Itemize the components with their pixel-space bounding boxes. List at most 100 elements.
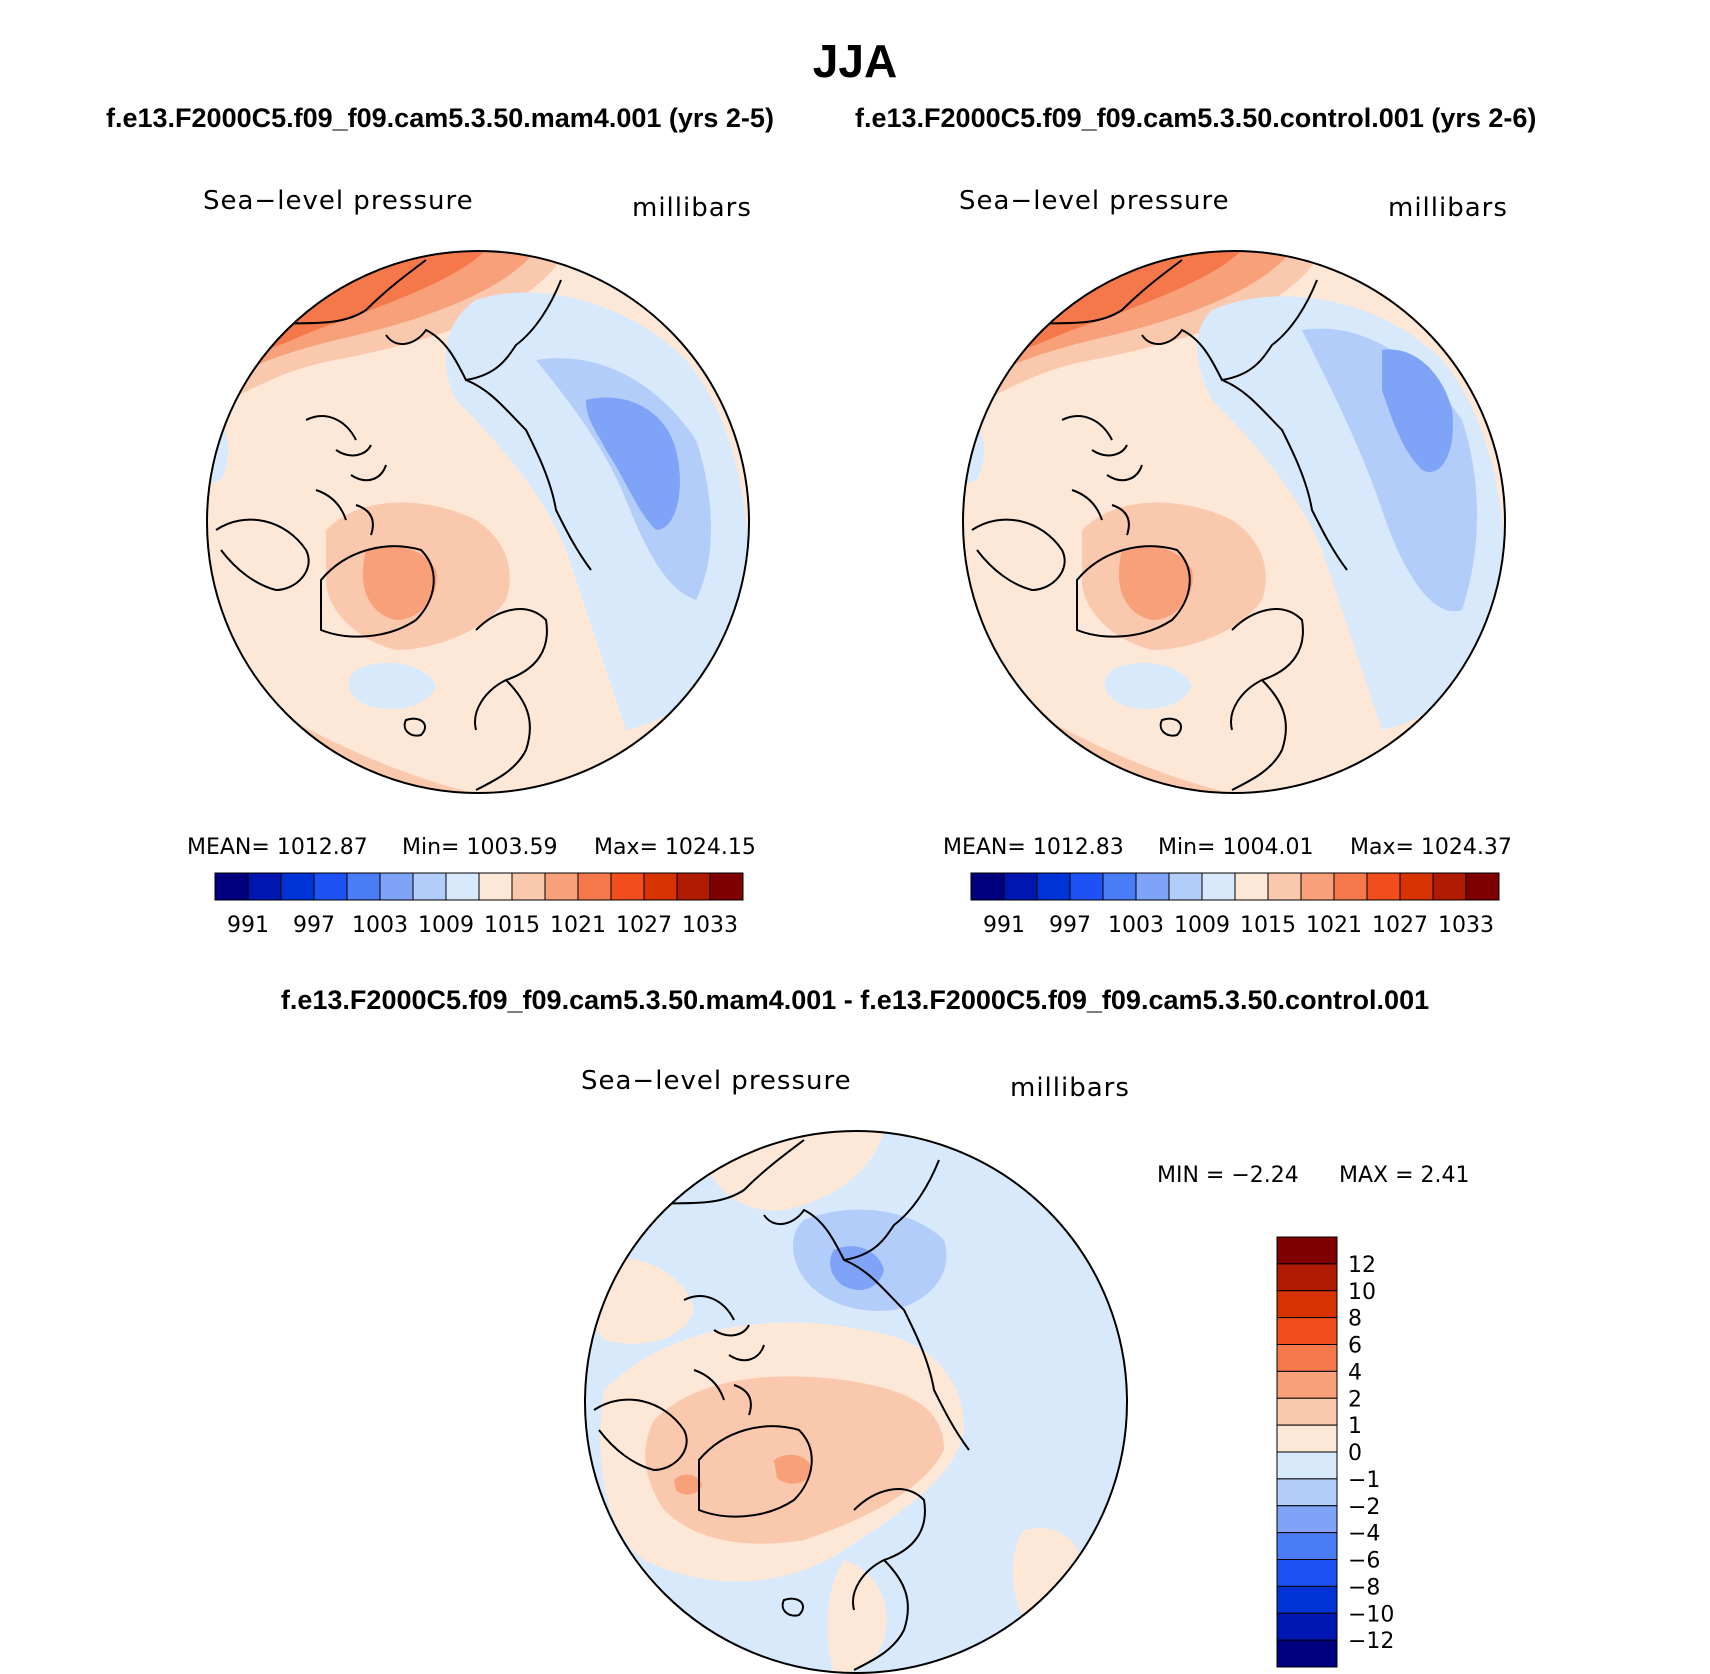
panel1-greenland-core [362,546,437,620]
panel2-colorbar-swatch-1 [1003,872,1038,901]
panel1-variable-label: Sea−level pressure [203,186,474,216]
diff-colorbar-swatch-5 [1276,1370,1338,1399]
panel1-colorbar-swatch-8 [478,872,513,901]
panel1-colorbar-swatch-7 [445,872,480,901]
panel2-colorbar-swatch-14 [1432,872,1467,901]
panel1-colorbar-tick-label: 1033 [682,913,738,938]
panel2-units-label: millibars [1388,193,1508,223]
panel1-colorbar-swatch-10 [544,872,579,901]
diff-colorbar-tick-label: −2 [1348,1495,1380,1520]
panel2-colorbar-tick-label: 1003 [1108,913,1164,938]
diff-colorbar-swatch-12 [1276,1559,1338,1587]
panel1-coastlines [215,259,592,791]
panel1-mean: MEAN= 1012.87 [187,835,368,860]
panel2-colorbar-swatch-2 [1036,872,1071,901]
diff-core-a [674,1474,702,1495]
diff-variable-label: Sea−level pressure [581,1066,852,1096]
panel2-coastlines [971,259,1348,791]
panel1-colorbar-swatch-0 [214,872,249,901]
panel2-colorbar-swatch-12 [1366,872,1401,901]
panel2-colorbar-swatch-11 [1333,872,1368,901]
panel1-colorbar-swatch-4 [346,872,381,901]
panel1-colorbar-swatch-2 [280,872,315,901]
diff-polar-map [584,1130,1128,1674]
panel1-min: Min= 1003.59 [402,835,558,860]
case-title-left: f.e13.F2000C5.f09_f09.cam5.3.50.mam4.001… [106,103,774,133]
diff-colorbar-tick-label: −8 [1348,1575,1380,1600]
panel2-colorbar-swatch-7 [1201,872,1236,901]
panel1-units-label: millibars [632,193,752,223]
panel2-colorbar-swatch-15 [1465,872,1500,901]
diff-colorbar-swatch-11 [1276,1532,1338,1560]
panel2-colorbar-swatch-10 [1300,872,1335,901]
panel2-colorbar-swatch-3 [1069,872,1104,901]
panel2-colorbar-tick-label: 1021 [1306,913,1362,938]
panel2-mean: MEAN= 1012.83 [943,835,1124,860]
diff-colorbar-tick-label: −6 [1348,1549,1380,1574]
panel1-colorbar-swatch-5 [379,872,414,901]
main-title: JJA [812,35,898,87]
panel1-colorbar-tick-label: 1009 [418,913,474,938]
panel2-iceland-low [1104,662,1192,709]
panel1-polar-map [206,250,750,794]
diff-colorbar-swatch-6 [1276,1397,1338,1426]
diff-title: f.e13.F2000C5.f09_f09.cam5.3.50.mam4.001… [280,985,1430,1015]
panel2-colorbar: 991 997 1003 1009 1015 1021 1027 1033 [970,872,1500,938]
panel2-greenland-core [1118,546,1193,620]
panel2-colorbar-swatch-4 [1102,872,1137,901]
diff-colorbar-tick-label: 0 [1348,1441,1362,1466]
diff-colorbar-swatch-7 [1276,1424,1338,1453]
panel2-max: Max= 1024.37 [1350,835,1512,860]
diff-colorbar-tick-label: 6 [1348,1334,1362,1359]
panel1-iceland-low [348,662,436,709]
diff-coastlines [593,1139,970,1671]
diff-colorbar-tick-label: 2 [1348,1387,1362,1412]
panel1-colorbar-swatch-1 [247,872,282,901]
panel2-colorbar-swatch-9 [1267,872,1302,901]
panel2-low-core [1382,349,1453,472]
diff-colorbar-swatch-3 [1276,1317,1338,1345]
panel2-colorbar-swatch-0 [970,872,1005,901]
case-title-right: f.e13.F2000C5.f09_f09.cam5.3.50.control.… [855,103,1537,133]
panel1-colorbar-tick-label: 991 [227,913,269,938]
diff-colorbar-swatch-8 [1276,1451,1338,1480]
panel1-colorbar-swatch-6 [412,872,447,901]
panel2-colorbar-tick-label: 1027 [1372,913,1428,938]
diff-colorbar-tick-label: 10 [1348,1280,1376,1305]
diff-colorbar-swatch-15 [1276,1639,1338,1668]
diff-colorbar-tick-label: −4 [1348,1522,1380,1547]
panel1-low-region [445,292,749,730]
diff-units-label: millibars [1010,1073,1130,1103]
diff-colorbar-swatch-1 [1276,1263,1338,1292]
panel2-variable-label: Sea−level pressure [959,186,1230,216]
panel1-colorbar-tick-label: 1021 [550,913,606,938]
panel1-colorbar-tick-label: 1003 [352,913,408,938]
panel1-colorbar-tick-label: 1015 [484,913,540,938]
panel1-colorbar: 991 997 1003 1009 1015 1021 1027 1033 [214,872,744,938]
panel1-colorbar-swatch-9 [511,872,546,901]
panel2-colorbar-tick-label: 1009 [1174,913,1230,938]
panel1-colorbar-swatch-3 [313,872,348,901]
panel1-colorbar-swatch-11 [577,872,612,901]
panel2-colorbar-swatch-8 [1234,872,1269,901]
diff-colorbar-swatch-4 [1276,1344,1338,1372]
panel2-colorbar-swatch-13 [1399,872,1434,901]
diff-max: MAX = 2.41 [1339,1163,1470,1188]
diff-colorbar-tick-label: −1 [1348,1468,1380,1493]
panel2-colorbar-tick-label: 991 [983,913,1025,938]
diff-colorbar-tick-label: 8 [1348,1307,1362,1332]
panel1-colorbar-swatch-14 [676,872,711,901]
diff-colorbar-swatch-9 [1276,1478,1338,1507]
panel1-low-core [586,397,680,530]
diff-colorbar-swatch-2 [1276,1290,1338,1319]
panel1-colorbar-swatch-15 [709,872,744,901]
panel2-min: Min= 1004.01 [1158,835,1314,860]
diff-colorbar-swatch-0 [1276,1236,1338,1265]
panel2-colorbar-swatch-6 [1168,872,1203,901]
panel2-colorbar-tick-label: 1033 [1438,913,1494,938]
panel1-colorbar-swatch-12 [610,872,645,901]
panel1-max: Max= 1024.15 [594,835,756,860]
diff-colorbar-swatch-14 [1276,1612,1338,1641]
diff-colorbar-swatch-13 [1276,1585,1338,1614]
